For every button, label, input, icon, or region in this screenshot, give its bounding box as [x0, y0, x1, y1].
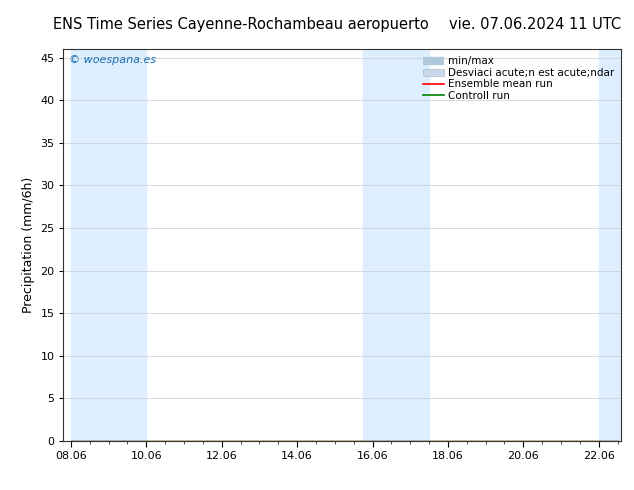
Bar [363, 49, 391, 441]
Bar [391, 49, 429, 441]
Bar [71, 49, 146, 441]
Bar [598, 49, 621, 441]
Text: vie. 07.06.2024 11 UTC: vie. 07.06.2024 11 UTC [450, 17, 621, 32]
Y-axis label: Precipitation (mm/6h): Precipitation (mm/6h) [22, 177, 35, 313]
Text: ENS Time Series Cayenne-Rochambeau aeropuerto: ENS Time Series Cayenne-Rochambeau aerop… [53, 17, 429, 32]
Text: © woespana.es: © woespana.es [69, 55, 156, 65]
Legend: min/max, Desviaci acute;n est acute;ndar, Ensemble mean run, Controll run: min/max, Desviaci acute;n est acute;ndar… [421, 54, 616, 103]
